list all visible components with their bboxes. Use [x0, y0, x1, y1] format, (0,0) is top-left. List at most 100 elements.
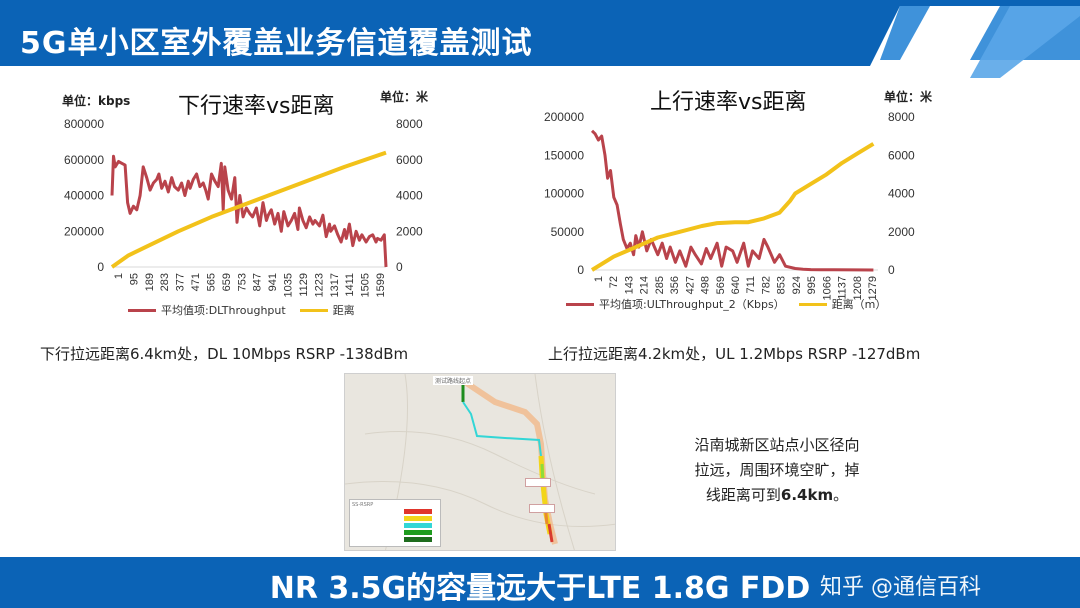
ul-x-tick: 427	[684, 276, 696, 294]
ul-y-right-tick: 4000	[888, 187, 915, 201]
ul-x-tick: 711	[745, 276, 757, 294]
ul-legend-throughput-label: 平均值项:ULThroughput_2（Kbps）	[599, 298, 785, 311]
drive-test-map: 测试路线起点 SS-RSRP	[344, 373, 616, 551]
dl-x-tick: 1599	[375, 273, 387, 297]
ul-caption: 上行拉远距离4.2km处，UL 1.2Mbps RSRP -127dBm	[548, 345, 921, 363]
note-line-3-prefix: 线距离可到	[705, 486, 781, 504]
dl-y-right-tick: 8000	[396, 117, 423, 131]
map-site-marker	[529, 504, 555, 513]
note-line-3: 线距离可到6.4km。	[667, 483, 887, 508]
ul-x-tick: 640	[730, 276, 742, 294]
dl-y-right-tick: 6000	[396, 153, 423, 167]
dl-series-distance	[110, 150, 387, 269]
map-legend-row	[352, 536, 438, 543]
ul-x-tick: 1066	[821, 276, 833, 300]
ul-x-tick: 72	[608, 276, 620, 288]
dl-x-tick: 753	[236, 273, 248, 291]
dl-y-left-tick: 800000	[64, 117, 104, 131]
dl-x-tick: 1505	[360, 273, 372, 297]
dl-legend-throughput: 平均值项:DLThroughput	[128, 302, 286, 318]
map-legend-row	[352, 529, 438, 536]
footer-conclusion: NR 3.5G的容量远大于LTE 1.8G FDD	[269, 571, 811, 606]
note-line-3-suffix: 。	[833, 486, 849, 504]
slide-title: 5G单小区室外覆盖业务信道覆盖测试	[20, 26, 533, 61]
ul-x-tick: 214	[639, 276, 651, 294]
map-legend-row	[352, 508, 438, 515]
ul-x-tick: 1279	[867, 276, 879, 300]
dl-x-tick: 1129	[298, 273, 310, 297]
map-top-label: 测试路线起点	[433, 376, 474, 385]
dl-caption: 下行拉远距离6.4km处，DL 10Mbps RSRP -138dBm	[40, 345, 409, 363]
dl-legend: 平均值项:DLThroughput 距离	[128, 302, 355, 318]
ul-y-right-tick: 2000	[888, 225, 915, 239]
ul-y-right-tick: 6000	[888, 148, 915, 162]
dl-legend-distance-label: 距离	[332, 304, 355, 317]
ul-right-unit: 单位：米	[884, 90, 933, 104]
map-site-marker	[525, 478, 551, 487]
dl-y-left-tick: 600000	[64, 153, 104, 167]
ul-x-tick: 569	[715, 276, 727, 294]
ul-x-tick: 853	[776, 276, 788, 294]
dl-y-right-tick: 2000	[396, 224, 423, 238]
ul-series-distance	[590, 142, 875, 272]
header-banner: 5G单小区室外覆盖业务信道覆盖测试	[0, 0, 1080, 78]
ul-series-throughput	[590, 129, 874, 272]
ul-x-tick: 995	[806, 276, 818, 294]
dl-x-tick: 941	[267, 273, 279, 291]
ul-x-tick: 782	[760, 276, 772, 294]
dl-y-right-tick: 0	[396, 260, 403, 274]
ul-y-left-tick: 150000	[544, 148, 584, 162]
note-line-2: 拉远，周围环境空旷，掉	[694, 461, 860, 479]
ul-legend: 平均值项:ULThroughput_2（Kbps） 距离（m）	[566, 296, 886, 312]
dl-series-throughput	[110, 154, 388, 268]
dl-legend-distance: 距离	[299, 302, 355, 318]
dl-x-tick: 471	[190, 273, 202, 291]
ul-x-tick: 356	[669, 276, 681, 294]
ul-legend-throughput-swatch	[566, 302, 594, 306]
dl-x-tick: 659	[221, 273, 233, 291]
ul-x-tick: 924	[791, 276, 803, 294]
dl-right-unit: 单位：米	[380, 90, 429, 104]
ul-x-tick: 1208	[852, 276, 864, 300]
watermark: 知乎 @通信百科	[820, 575, 981, 600]
dl-x-tick: 1	[113, 273, 125, 279]
ul-y-left-tick: 50000	[551, 225, 585, 239]
dl-x-tick: 1317	[329, 273, 341, 297]
dl-y-right-tick: 4000	[396, 189, 423, 203]
map-legend-title: SS-RSRP	[352, 502, 374, 508]
footer-banner: NR 3.5G的容量远大于LTE 1.8G FDD 知乎 @通信百科	[0, 557, 1080, 608]
dl-y-left-tick: 400000	[64, 189, 104, 203]
dl-legend-throughput-swatch	[128, 308, 156, 312]
dl-x-tick: 283	[159, 273, 171, 291]
dl-y-left-tick: 200000	[64, 224, 104, 238]
ul-chart-title: 上行速率vs距离	[650, 90, 807, 115]
dl-x-tick: 189	[144, 273, 156, 291]
dl-x-tick: 1223	[313, 273, 325, 297]
ul-chart: 0 50000 100000 150000 200000 0 2000 4000 6000 800…	[530, 84, 1070, 344]
dl-x-tick: 95	[128, 273, 140, 285]
dl-x-tick: 377	[175, 273, 187, 291]
dl-chart-title: 下行速率vs距离	[178, 94, 335, 119]
dl-legend-distance-swatch	[299, 308, 328, 312]
note-distance-value: 6.4km	[780, 486, 834, 504]
ul-y-right-tick: 8000	[888, 110, 915, 124]
map-legend-row	[352, 522, 438, 529]
dl-left-unit: 单位：kbps	[62, 94, 131, 108]
ul-legend-distance-swatch	[798, 302, 827, 306]
dl-x-tick: 847	[252, 273, 264, 291]
ul-x-tick: 143	[623, 276, 635, 294]
map-legend-row	[352, 515, 438, 522]
ul-x-tick: 1137	[837, 276, 849, 300]
ul-y-left-tick: 200000	[544, 110, 584, 124]
dl-legend-throughput-label: 平均值项:DLThroughput	[161, 304, 286, 317]
dl-x-tick: 1035	[283, 273, 295, 297]
ul-chart-plot: 0 50000 100000 150000 200000 0 2000 4000 6000 800…	[544, 110, 915, 300]
dl-chart: 0 200000 400000 600000 800000 0 2000 4000 6000 80…	[0, 84, 520, 344]
dl-x-tick: 565	[205, 273, 217, 291]
ul-x-tick: 1	[593, 276, 605, 282]
dl-x-tick: 1411	[344, 273, 356, 297]
ul-x-tick: 498	[700, 276, 712, 294]
ul-y-right-tick: 0	[888, 263, 895, 277]
ul-y-left-tick: 0	[577, 263, 584, 277]
map-legend: SS-RSRP	[349, 499, 441, 547]
